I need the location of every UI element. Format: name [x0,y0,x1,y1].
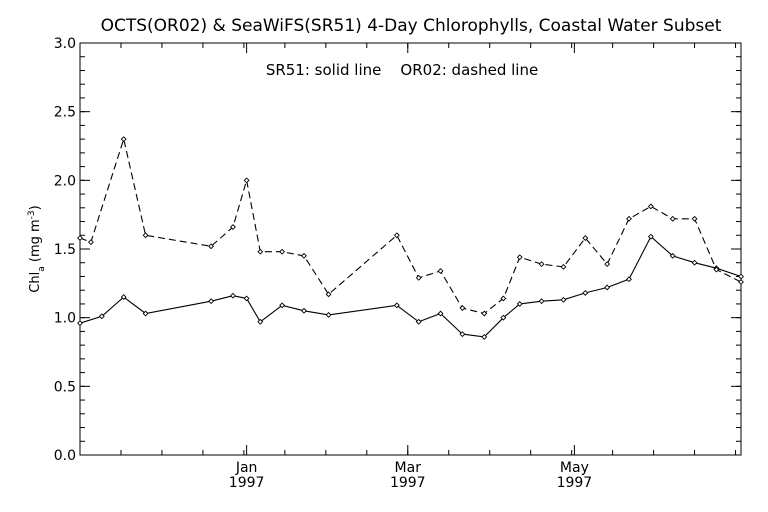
x-tick-year-label: 1997 [557,475,593,491]
y-tick-label: 2.0 [54,173,76,189]
y-tick-label: 0.5 [54,379,76,395]
data-point-sr51 [243,295,250,302]
series-annotation: SR51: solid line OR02: dashed line [266,61,538,79]
data-point-or02 [738,279,744,285]
axis-ticks: 0.00.51.01.52.02.53.0Jan1997Mar1997May19… [54,36,741,491]
y-tick-label: 2.5 [54,105,76,121]
data-point-or02 [257,248,264,255]
x-tick-month-label: Jan [235,460,258,476]
data-lines [77,136,744,340]
y-tick-label: 1.5 [54,242,76,258]
data-point-sr51 [77,320,83,327]
data-point-sr51 [626,276,632,283]
data-point-or02 [560,263,567,270]
data-point-sr51 [120,294,127,301]
y-tick-label: 3.0 [54,36,76,52]
data-point-or02 [437,268,444,274]
data-point-or02 [500,295,507,302]
data-point-or02 [626,215,632,222]
data-point-sr51 [582,290,589,296]
data-point-or02 [87,239,94,246]
y-label-subscript: a [37,266,47,272]
data-point-or02 [647,203,654,210]
chart-title: OCTS(OR02) & SeaWiFS(SR51) 4-Day Chlorop… [101,16,722,36]
data-point-or02 [325,291,332,298]
data-point-sr51 [325,311,332,318]
data-point-sr51 [669,252,676,259]
series-line-sr51 [79,235,742,338]
data-point-or02 [415,274,422,281]
data-point-or02 [459,305,466,311]
data-point-sr51 [538,298,545,305]
data-point-sr51 [393,302,400,309]
data-point-sr51 [230,292,236,299]
data-point-or02 [582,235,589,241]
data-point-sr51 [98,313,105,320]
y-label-superscript: -3 [27,210,37,219]
data-point-sr51 [604,284,611,291]
data-point-or02 [208,243,215,250]
data-point-sr51 [208,298,215,305]
x-tick-year-label: 1997 [390,475,426,491]
data-point-or02 [713,266,720,273]
data-point-sr51 [647,233,654,240]
data-point-or02 [691,215,698,222]
y-tick-label: 0.0 [54,448,76,464]
data-point-sr51 [257,318,264,325]
data-point-or02 [120,136,127,143]
data-point-or02 [393,232,400,239]
data-point-sr51 [500,314,507,321]
data-point-or02 [301,252,307,259]
x-tick-month-label: May [560,460,589,476]
plot-frame [79,42,742,456]
data-point-or02 [669,215,676,222]
data-point-or02 [142,232,149,239]
data-point-or02 [243,177,250,184]
data-point-sr51 [279,302,286,309]
series-line-or02 [79,137,742,315]
data-point-sr51 [437,310,444,317]
data-point-or02 [230,224,236,230]
data-point-sr51 [142,310,149,317]
y-axis-label: Chla (mg m-3) [27,205,47,292]
data-point-sr51 [738,273,744,280]
data-point-or02 [279,248,286,255]
data-point-sr51 [415,318,422,325]
data-point-or02 [481,310,488,317]
data-point-or02 [538,261,545,268]
y-tick-label: 1.0 [54,311,76,327]
data-point-or02 [77,235,83,241]
y-label-unit-close: ) [28,205,43,210]
data-point-sr51 [560,296,567,303]
data-point-sr51 [691,259,698,266]
data-point-sr51 [301,307,307,314]
x-tick-month-label: Mar [395,460,422,476]
y-label-unit: (mg m [28,219,43,266]
x-tick-year-label: 1997 [229,475,265,491]
data-point-sr51 [459,331,466,338]
data-point-or02 [604,261,611,268]
data-point-sr51 [516,300,523,307]
data-point-or02 [516,254,523,261]
y-label-main: Chl [28,272,43,293]
data-point-sr51 [481,333,488,340]
